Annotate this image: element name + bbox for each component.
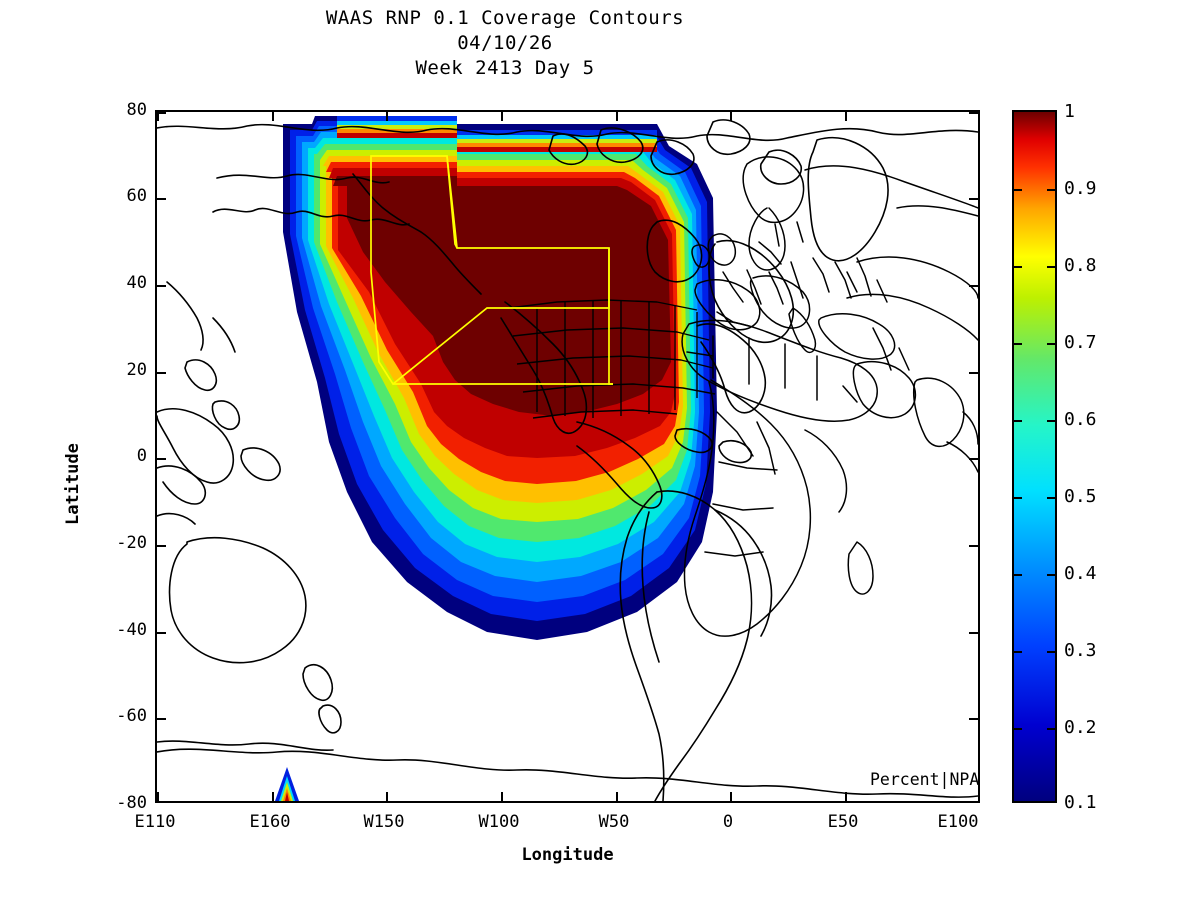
colorbar-gradient	[1014, 112, 1055, 801]
table-header-row: Percent|NPA Service Area	[870, 770, 980, 789]
y-label-m20: -20	[116, 533, 147, 553]
x-label-e100: E100	[937, 812, 979, 832]
cb-tick-03-r	[1047, 651, 1055, 653]
header-right: NPA Service Area	[949, 770, 980, 789]
x-label-w50: W50	[598, 812, 630, 832]
x-label-w150: W150	[363, 812, 405, 832]
x-tick-w100-bottom	[501, 792, 503, 801]
cb-label-02: 0.2	[1064, 717, 1097, 738]
cb-tick-05-r	[1047, 497, 1055, 499]
cb-tick-07-r	[1047, 343, 1055, 345]
title-line-2: 04/10/26	[457, 32, 553, 54]
cb-label-07: 0.7	[1064, 332, 1097, 353]
y-tick-80-right	[969, 112, 978, 114]
cb-tick-04-r	[1047, 574, 1055, 576]
x-tick-e110	[157, 112, 159, 121]
x-tick-w50-bottom	[616, 792, 618, 801]
cb-tick-02-r	[1047, 728, 1055, 730]
y-tick-40-right	[969, 285, 978, 287]
y-tick-20-right	[969, 372, 978, 374]
y-tick-60	[157, 198, 166, 200]
x-tick-e160-bottom	[272, 792, 274, 801]
y-tick-m20	[157, 545, 166, 547]
cb-tick-07-l	[1014, 343, 1022, 345]
cb-tick-09-l	[1014, 189, 1022, 191]
x-label-e50: E50	[827, 812, 859, 832]
coastlines	[157, 119, 978, 801]
y-tick-m40	[157, 632, 166, 634]
map-svg	[157, 116, 978, 801]
y-tick-60-right	[969, 198, 978, 200]
y-tick-m20-right	[969, 545, 978, 547]
y-label-80: 80	[126, 100, 147, 120]
x-label-e110: E110	[134, 812, 176, 832]
cb-tick-06-r	[1047, 420, 1055, 422]
y-label-m80: -80	[116, 793, 147, 813]
y-tick-40	[157, 285, 166, 287]
coverage-contour-bands	[283, 116, 717, 640]
chart-title: WAAS RNP 0.1 Coverage Contours 04/10/26 …	[0, 6, 1010, 81]
x-label-0: 0	[722, 812, 734, 832]
title-line-3: Week 2413 Day 5	[415, 57, 595, 79]
y-tick-m60-right	[969, 718, 978, 720]
y-axis-title: Latitude	[63, 443, 83, 525]
cb-label-04: 0.4	[1064, 563, 1097, 584]
cb-tick-08-l	[1014, 266, 1022, 268]
credit-line-1: W.J.H. FAA Technical Center	[333, 800, 504, 801]
x-tick-e160	[272, 112, 274, 121]
x-tick-0	[730, 112, 732, 121]
x-tick-0-bottom	[730, 792, 732, 801]
eastern-hemisphere-outlines	[681, 156, 978, 637]
x-label-e160: E160	[249, 812, 291, 832]
title-line-1: WAAS RNP 0.1 Coverage Contours	[325, 7, 685, 29]
y-label-20: 20	[126, 360, 147, 380]
cb-tick-09-r	[1047, 189, 1055, 191]
credit-text: W.J.H. FAA Technical CenterWAAS Test Tea…	[333, 800, 504, 801]
x-tick-e110-bottom	[157, 792, 159, 801]
x-tick-e50	[845, 112, 847, 121]
antarctic-artifact	[275, 767, 299, 801]
x-axis-labels: E110 E160 W150 W100 W50 0 E50 E100	[135, 812, 980, 840]
cb-label-05: 0.5	[1064, 486, 1097, 507]
y-tick-m60	[157, 718, 166, 720]
y-tick-m40-right	[969, 632, 978, 634]
x-tick-w150-bottom	[386, 792, 388, 801]
y-label-40: 40	[126, 273, 147, 293]
x-tick-w150	[386, 112, 388, 121]
x-tick-w100	[501, 112, 503, 121]
cb-label-08: 0.8	[1064, 255, 1097, 276]
cb-tick-08-r	[1047, 266, 1055, 268]
y-label-60: 60	[126, 186, 147, 206]
colorbar[interactable]	[1012, 110, 1057, 803]
y-axis-labels: 80 60 40 20 0 -20 -40 -60 -80 Latitude	[63, 100, 147, 813]
cb-tick-04-l	[1014, 574, 1022, 576]
y-label-m60: -60	[116, 706, 147, 726]
cb-label-06: 0.6	[1064, 409, 1097, 430]
cb-label-09: 0.9	[1064, 178, 1097, 199]
cb-tick-05-l	[1014, 497, 1022, 499]
x-axis-title: Longitude	[521, 845, 614, 865]
y-tick-0-right	[969, 458, 978, 460]
x-label-w100: W100	[478, 812, 520, 832]
x-tick-e50-bottom	[845, 792, 847, 801]
npa-service-area-polygon	[370, 155, 613, 386]
cb-tick-03-l	[1014, 651, 1022, 653]
header-left: Percent	[870, 770, 940, 789]
cb-label-1: 1	[1064, 101, 1075, 122]
y-tick-0	[157, 458, 166, 460]
y-tick-20	[157, 372, 166, 374]
npa-coverage-table: Percent|NPA Service Area Avail.| Coverag…	[870, 741, 980, 801]
cb-tick-06-l	[1014, 420, 1022, 422]
us-state-borders	[508, 299, 716, 419]
cb-label-01: 0.1	[1064, 792, 1097, 813]
map-plot-area[interactable]: W.J.H. FAA Technical CenterWAAS Test Tea…	[155, 110, 980, 803]
y-tick-80	[157, 112, 166, 114]
y-label-0: 0	[136, 446, 147, 466]
cb-tick-02-l	[1014, 728, 1022, 730]
y-label-m40: -40	[116, 620, 147, 640]
x-tick-w50	[616, 112, 618, 121]
cb-label-03: 0.3	[1064, 640, 1097, 661]
